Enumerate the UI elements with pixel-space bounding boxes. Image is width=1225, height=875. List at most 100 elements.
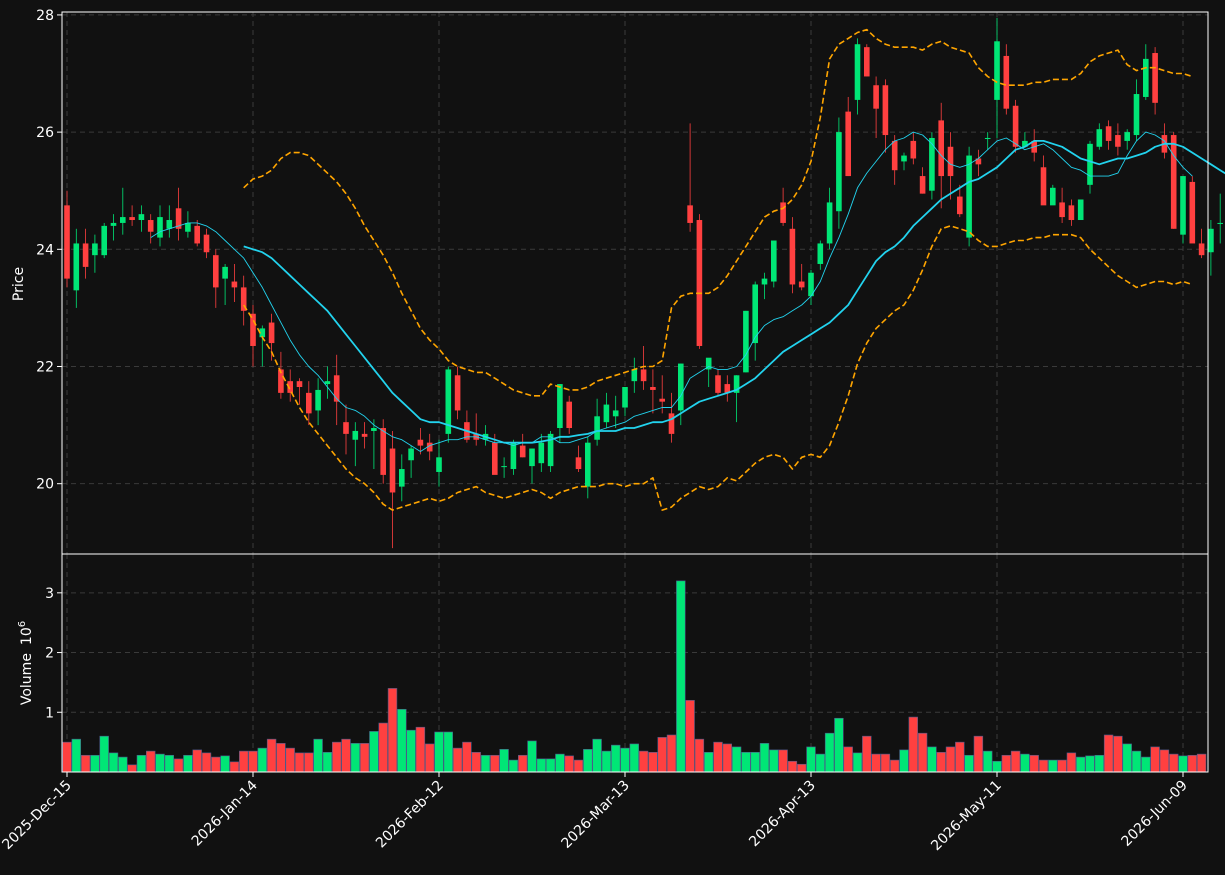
candle-body [798,281,805,288]
volume-bar [666,734,677,773]
candle-body [1096,129,1103,147]
volume-bar [471,751,481,773]
volume-bar [815,753,826,773]
volume-bar [71,738,82,773]
candle-body [315,389,321,411]
volume-bar [1141,756,1151,773]
volume-bar [1038,759,1049,773]
candle-body [715,375,721,393]
candle-body [417,439,424,446]
candle-body [696,220,703,346]
candle-body [789,228,796,285]
candle-body [1133,94,1140,136]
candle-body [1087,143,1093,185]
volume-bar [164,754,174,773]
candle-body [1180,176,1186,235]
candle-body [678,363,684,411]
volume-bar [750,751,760,773]
volume-bar [480,754,491,773]
x-tick-label: 2026-May-11 [928,778,1005,855]
candle-body [668,413,675,434]
candle-body [1124,132,1130,141]
candle-body [882,85,889,136]
candle-body [120,217,126,223]
volume-bar [583,749,593,773]
volume-bar [192,749,202,773]
candle-body [557,384,563,429]
volume-bar [1076,756,1086,773]
x-tick-label: 2026-Apr-13 [746,778,819,851]
candle-body [1022,140,1028,147]
candle-body [166,220,173,229]
candle-body [836,132,842,212]
volume-bar [629,743,640,773]
candle-body [957,196,963,215]
volume-bar [871,753,881,773]
candle-body [864,47,870,77]
y-tick-label: 22 [36,359,54,375]
volume-bar [536,758,547,773]
candle-body [380,428,386,475]
candle-body [1208,228,1214,253]
volume-bar [824,732,835,773]
candle-body [426,442,433,452]
volume-bar [1048,759,1058,773]
candle-body [845,111,851,177]
volume-bar [638,750,649,773]
candle-body [1189,181,1196,244]
candle-body [343,422,349,434]
candle-body [910,140,917,159]
volume-bar [1196,753,1207,773]
volume-unit-exponent: 6 [17,621,28,627]
candle-body [901,155,907,162]
candle-body [1152,53,1158,103]
volume-bar [80,754,91,773]
candle-body [873,85,879,109]
candle-body [817,243,824,264]
y-tick-label: 24 [36,242,54,258]
volume-bar [545,758,556,773]
volume-bar [889,759,900,773]
volume-bar [945,746,956,773]
candle-body [966,155,972,238]
volume-bar [555,753,565,773]
candle-body [650,387,656,390]
volume-bar [657,737,667,773]
candle-body [371,428,377,431]
candle-body [259,328,266,338]
candle-body [547,433,554,467]
volume-bar [294,752,305,773]
candle-body [854,44,861,100]
candle-body [73,243,80,291]
volume-bar [173,758,184,773]
candle-body [1105,126,1112,141]
volume-bar [239,750,249,773]
volume-bar [676,580,686,773]
candle-body [519,445,526,458]
candle-body [250,313,256,346]
slow-moving-average-line [243,140,1225,444]
volume-bar [713,741,723,773]
candle-body [436,457,442,472]
candle-body [575,457,582,470]
volume-bar [201,752,212,773]
volume-bar [313,738,323,773]
candle-body [352,430,359,440]
volume-bar [183,754,193,773]
volume-bar [769,749,779,773]
candle-body [947,146,954,177]
candle-body [408,448,414,461]
volume-bar [248,750,258,773]
candle-body [1198,243,1205,256]
volume-bar [331,741,342,773]
volume-bar [1057,759,1067,773]
volume-panel: 1 2 3 [45,553,1209,773]
volume-bar [397,708,407,773]
candle-body [501,466,507,468]
volume-bar [155,753,165,773]
candle-body [129,217,135,221]
candle-body [231,281,238,288]
volume-bar [573,759,584,773]
candle-body [659,398,665,402]
